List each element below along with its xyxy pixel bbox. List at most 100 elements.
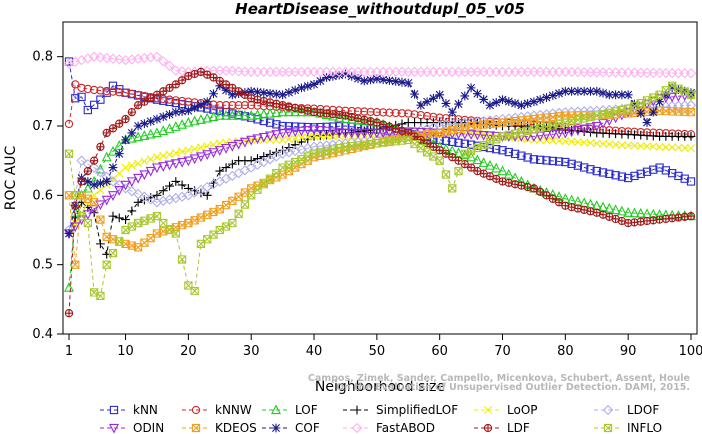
series-2-point-16 — [158, 125, 169, 136]
series-2-point-11 — [126, 132, 137, 143]
series-6-point-47 — [353, 128, 364, 139]
series-5-point-18 — [170, 192, 181, 204]
series-6-point-32 — [258, 132, 269, 143]
series-1-point-1 — [64, 119, 74, 129]
series-0-point-73 — [517, 151, 526, 160]
series-8-point-59 — [429, 93, 438, 103]
series-6-point-67 — [478, 131, 489, 141]
series-8-point-39 — [303, 81, 313, 91]
series-2-point-21 — [189, 115, 200, 126]
series-6-point-18 — [170, 159, 181, 170]
series-6-point-26 — [221, 144, 232, 154]
series-ldf — [64, 67, 696, 318]
series-8-point-42 — [322, 73, 331, 82]
series-3-point-9 — [114, 213, 124, 223]
series-4-point-37 — [291, 134, 300, 143]
x-tick-label-7: 70 — [494, 344, 511, 359]
series-2-point-15 — [151, 127, 162, 138]
series-2-point-33 — [265, 107, 276, 118]
series-8-point-35 — [278, 90, 288, 100]
series-10-point-6 — [96, 142, 105, 151]
series-3-point-43 — [328, 129, 338, 139]
legend-marker — [271, 404, 281, 415]
series-2-point-91 — [629, 207, 640, 218]
y-tick-label-2: 0.6 — [32, 188, 53, 203]
series-4-point-84 — [586, 138, 595, 147]
series-6-point-65 — [466, 130, 477, 140]
series-1-point-53 — [391, 108, 400, 118]
series-6-point-21 — [189, 154, 200, 165]
x-tick-label-0: 1 — [65, 344, 73, 359]
series-6-point-46 — [346, 128, 357, 139]
series-2-point-29 — [239, 109, 250, 120]
series-8-point-34 — [271, 89, 281, 99]
series-8-point-30 — [246, 86, 256, 96]
series-6-point-4 — [82, 210, 93, 221]
x-axis-title: Neighborhood size — [315, 379, 445, 395]
legend-item-knn: kNN — [100, 403, 158, 417]
series-1-point-29 — [240, 101, 250, 110]
series-8-point-26 — [221, 85, 231, 95]
series-8-point-82 — [573, 86, 583, 96]
series-1-point-28 — [234, 101, 243, 110]
series-0-point-95 — [655, 163, 664, 172]
series-6-point-84 — [585, 123, 596, 133]
series-0-point-36 — [284, 122, 294, 131]
series-2-point-38 — [296, 106, 307, 117]
series-0-point-93 — [642, 167, 652, 176]
legend-item-inflo: INFLO — [594, 421, 662, 434]
legend-label: KDEOS — [215, 421, 257, 434]
series-9-point-17 — [164, 60, 175, 72]
legend-label: FastABOD — [376, 421, 435, 434]
series-1-point-51 — [378, 108, 388, 117]
series-8-point-44 — [334, 70, 344, 80]
series-2-point-69 — [491, 162, 502, 173]
series-line-4 — [68, 132, 692, 234]
watermark-line-1: On the Evaluation of Unsupervised Outlie… — [336, 382, 690, 393]
series-11-point-29 — [240, 200, 250, 209]
series-8-point-97 — [667, 83, 677, 93]
series-2-point-8 — [107, 145, 118, 156]
series-8-point-11 — [127, 128, 137, 138]
series-0-point-98 — [674, 171, 683, 181]
series-1-point-56 — [410, 110, 419, 119]
series-3-point-100 — [686, 132, 696, 141]
series-6-point-83 — [579, 124, 590, 135]
series-8-point-38 — [297, 83, 306, 93]
series-2-point-31 — [252, 109, 263, 120]
series-4-point-97 — [668, 143, 677, 152]
series-4-point-94 — [649, 142, 658, 151]
series-11-point-21 — [190, 286, 199, 296]
series-3-point-6 — [96, 239, 105, 249]
series-8-point-73 — [516, 100, 526, 110]
series-6-point-50 — [371, 128, 382, 139]
series-10-point-77 — [542, 191, 551, 200]
series-0-point-72 — [510, 149, 520, 159]
series-4-point-87 — [605, 140, 614, 149]
series-4-point-12 — [134, 159, 143, 168]
series-8-point-33 — [265, 89, 275, 98]
series-9-point-9 — [114, 54, 125, 65]
series-8-point-83 — [579, 86, 589, 96]
series-10-point-4 — [83, 166, 92, 176]
series-10-point-2 — [71, 201, 80, 210]
series-1-point-54 — [397, 109, 407, 118]
series-0-point-78 — [548, 156, 557, 166]
series-6-point-2 — [70, 222, 81, 233]
series-2-point-35 — [277, 106, 288, 117]
series-10-point-9 — [115, 119, 124, 128]
series-0-point-71 — [504, 147, 513, 157]
series-2-point-64 — [459, 149, 470, 160]
series-1-point-6 — [96, 86, 105, 95]
series-6-point-33 — [265, 131, 276, 142]
series-8-point-1 — [64, 229, 74, 238]
series-6-point-85 — [591, 121, 602, 132]
series-3-point-17 — [165, 181, 174, 191]
series-10-point-11 — [127, 107, 136, 117]
series-6-point-13 — [139, 170, 150, 181]
series-6-point-69 — [491, 131, 502, 142]
legend-marker — [191, 423, 201, 433]
series-4-point-93 — [643, 142, 652, 151]
series-8-point-49 — [366, 75, 375, 85]
series-1-point-55 — [404, 109, 413, 118]
